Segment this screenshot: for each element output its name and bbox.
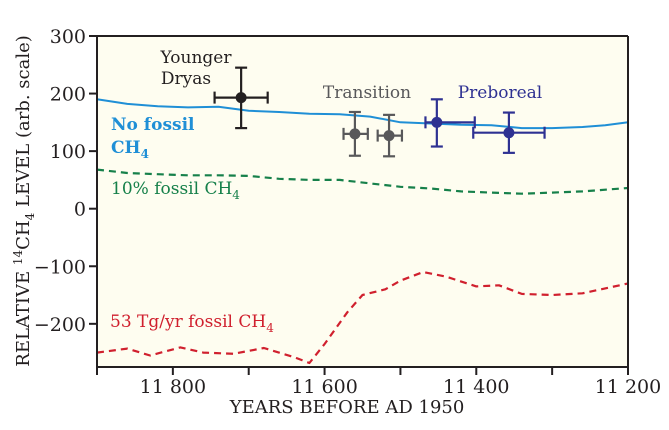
label-ten-pct-sub: 4 bbox=[232, 188, 240, 202]
data-point-marker bbox=[431, 116, 443, 128]
axes-layer: 300 200 100 0 −100 −200 11 800 11 600 11 400 11 2… bbox=[34, 26, 661, 398]
y-tick-label: 100 bbox=[50, 141, 86, 163]
x-axis-title: YEARS BEFORE AD 1950 bbox=[229, 397, 465, 418]
data-point-transition bbox=[342, 110, 369, 157]
label-transition: Transition bbox=[323, 83, 411, 103]
label-53tg: 53 Tg/yr fossil CH4 bbox=[110, 312, 274, 335]
series-layer bbox=[96, 98, 629, 365]
y-axis-title-pre: RELATIVE bbox=[13, 265, 34, 367]
data-point-preboreal bbox=[472, 111, 546, 154]
label-ten-pct-text: 10% fossil CH bbox=[111, 179, 232, 199]
series-line-no-fossil-ch4 bbox=[96, 98, 629, 130]
data-point-marker bbox=[349, 128, 361, 140]
plot-background bbox=[97, 36, 628, 367]
label-no-fossil-ch: CH bbox=[111, 138, 141, 158]
y-tick-label: 200 bbox=[50, 84, 86, 106]
y-tick-label: 0 bbox=[74, 199, 86, 221]
data-point-preboreal bbox=[424, 98, 476, 148]
y-axis-title-sub: 4 bbox=[23, 212, 37, 220]
label-no-fossil-1: No fossil bbox=[111, 115, 195, 135]
x-tick-label: 11 200 bbox=[595, 376, 661, 398]
label-53tg-sub: 4 bbox=[266, 321, 274, 335]
points-layer bbox=[213, 66, 546, 158]
data-point-marker bbox=[383, 130, 395, 142]
y-axis-title-sup: 14 bbox=[11, 249, 25, 265]
label-younger-dryas-1: Younger bbox=[160, 48, 233, 68]
label-53tg-text: 53 Tg/yr fossil CH bbox=[110, 312, 266, 332]
label-preboreal: Preboreal bbox=[458, 83, 543, 103]
x-tick-label: 11 800 bbox=[140, 376, 206, 398]
label-younger-dryas-2: Dryas bbox=[161, 69, 211, 89]
y-axis-title: RELATIVE 14CH4 LEVEL (arb. scale) bbox=[11, 35, 37, 366]
x-tick-label: 11 600 bbox=[291, 376, 357, 398]
data-point-transition bbox=[376, 113, 404, 158]
data-point-younger-dryas bbox=[213, 66, 269, 130]
x-tick-label: 11 400 bbox=[443, 376, 509, 398]
y-axis-title-post: LEVEL (arb. scale) bbox=[13, 35, 34, 212]
label-no-fossil-sub: 4 bbox=[141, 147, 149, 161]
y-tick-label: −100 bbox=[34, 256, 86, 278]
series-line-10-fossil-ch4 bbox=[96, 168, 629, 195]
y-axis-title-mid: CH bbox=[13, 220, 34, 249]
series-line-53-tg-yr-fossil-ch4 bbox=[96, 270, 629, 365]
data-point-marker bbox=[235, 92, 247, 104]
label-ten-pct: 10% fossil CH4 bbox=[111, 179, 240, 202]
y-tick-label: 300 bbox=[50, 26, 86, 48]
y-tick-label: −200 bbox=[34, 314, 86, 336]
label-no-fossil-2: CH4 bbox=[111, 138, 149, 161]
data-point-marker bbox=[503, 127, 515, 139]
